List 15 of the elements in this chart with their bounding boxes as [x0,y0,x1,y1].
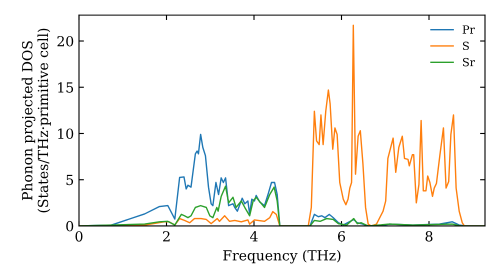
legend-label: Sr [463,58,475,66]
x-axis-title: Frequency (THz) [223,250,340,264]
y-tick-label: 0 [66,220,74,232]
y-tick-label: 10 [58,128,74,139]
x-tick-label: 6 [338,231,346,242]
y-tick-label: 15 [58,82,74,93]
x-tick-label: 0 [75,231,82,242]
y-axis-title: Phonon projected DOS (States/THz·primitive cell) [22,28,51,212]
legend-label: S [463,42,469,50]
y-tick-label: 20 [57,36,74,46]
x-tick-label: 4 [250,231,258,242]
x-tick-label: 2 [163,231,170,242]
y-tick-label: 5 [66,174,74,186]
legend-label: Pr [462,25,475,34]
x-tick-label: 8 [426,231,432,242]
